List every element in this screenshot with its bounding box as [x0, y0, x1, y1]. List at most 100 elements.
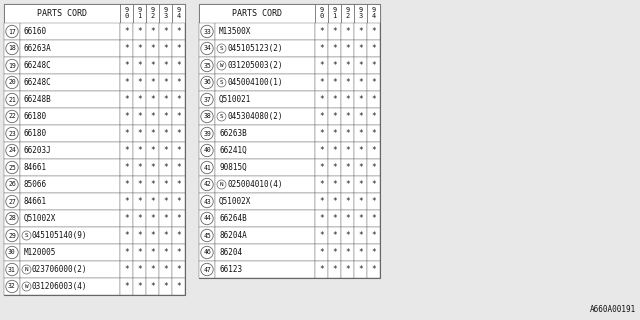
Bar — [146, 227, 159, 244]
Text: *: * — [150, 112, 155, 121]
Bar — [341, 91, 354, 108]
Text: 33: 33 — [203, 28, 211, 35]
Bar — [133, 142, 146, 159]
Bar — [133, 4, 146, 23]
Text: 42: 42 — [203, 181, 211, 188]
Text: *: * — [332, 180, 337, 189]
Text: *: * — [358, 61, 363, 70]
Text: 37: 37 — [203, 97, 211, 102]
Bar — [367, 176, 380, 193]
Text: *: * — [124, 248, 129, 257]
Bar — [4, 91, 20, 108]
Bar — [199, 193, 215, 210]
Text: *: * — [176, 197, 181, 206]
Text: PARTS CORD: PARTS CORD — [37, 9, 87, 18]
Text: *: * — [176, 282, 181, 291]
Text: *: * — [137, 197, 142, 206]
Text: 34: 34 — [203, 45, 211, 52]
Text: *: * — [371, 61, 376, 70]
Text: *: * — [332, 197, 337, 206]
Bar — [354, 4, 367, 23]
Text: *: * — [124, 44, 129, 53]
Text: *: * — [163, 265, 168, 274]
Text: *: * — [345, 129, 350, 138]
Text: *: * — [150, 27, 155, 36]
Bar — [215, 159, 315, 176]
Bar — [146, 23, 159, 40]
Text: *: * — [345, 95, 350, 104]
Bar — [146, 125, 159, 142]
Text: *: * — [150, 44, 155, 53]
Text: 9
4: 9 4 — [371, 7, 376, 20]
Text: 66263A: 66263A — [24, 44, 52, 53]
Bar — [146, 244, 159, 261]
Text: *: * — [345, 231, 350, 240]
Text: 66248C: 66248C — [24, 78, 52, 87]
Text: 025004010(4): 025004010(4) — [227, 180, 282, 189]
Bar — [4, 176, 20, 193]
Text: 86204A: 86204A — [219, 231, 247, 240]
Text: 9
4: 9 4 — [177, 7, 180, 20]
Bar — [4, 74, 20, 91]
Text: *: * — [358, 146, 363, 155]
Text: S: S — [25, 233, 28, 238]
Bar — [328, 176, 341, 193]
Text: *: * — [163, 44, 168, 53]
Bar — [315, 176, 328, 193]
Text: *: * — [150, 214, 155, 223]
Text: *: * — [124, 112, 129, 121]
Bar — [172, 57, 185, 74]
Bar — [120, 4, 133, 23]
Text: *: * — [319, 265, 324, 274]
Text: 46: 46 — [203, 250, 211, 255]
Bar — [199, 57, 215, 74]
Text: 90815Q: 90815Q — [219, 163, 247, 172]
Bar — [20, 40, 120, 57]
Bar — [328, 159, 341, 176]
Text: 40: 40 — [203, 148, 211, 154]
Text: 17: 17 — [8, 28, 16, 35]
Bar — [133, 261, 146, 278]
Text: *: * — [332, 265, 337, 274]
Bar — [328, 210, 341, 227]
Bar — [159, 40, 172, 57]
Text: 19: 19 — [8, 62, 16, 68]
Bar — [133, 40, 146, 57]
Bar — [133, 91, 146, 108]
Text: *: * — [124, 197, 129, 206]
Bar — [354, 91, 367, 108]
Text: *: * — [163, 61, 168, 70]
Text: *: * — [150, 95, 155, 104]
Text: 031205003(2): 031205003(2) — [227, 61, 282, 70]
Text: *: * — [124, 265, 129, 274]
Bar — [367, 40, 380, 57]
Bar — [159, 193, 172, 210]
Text: *: * — [371, 197, 376, 206]
Text: *: * — [345, 265, 350, 274]
Bar — [4, 23, 20, 40]
Text: *: * — [319, 248, 324, 257]
Bar — [341, 57, 354, 74]
Text: 66180: 66180 — [24, 129, 47, 138]
Bar — [354, 176, 367, 193]
Text: *: * — [137, 129, 142, 138]
Text: *: * — [150, 197, 155, 206]
Text: *: * — [176, 265, 181, 274]
Bar — [146, 91, 159, 108]
Bar — [215, 176, 315, 193]
Text: *: * — [371, 112, 376, 121]
Bar — [159, 108, 172, 125]
Text: *: * — [150, 248, 155, 257]
Text: *: * — [345, 163, 350, 172]
Text: *: * — [176, 27, 181, 36]
Text: *: * — [176, 180, 181, 189]
Bar — [315, 159, 328, 176]
Text: *: * — [345, 197, 350, 206]
Bar — [199, 4, 315, 23]
Bar — [120, 193, 133, 210]
Text: 32: 32 — [8, 284, 16, 290]
Bar — [328, 125, 341, 142]
Bar — [354, 142, 367, 159]
Bar — [354, 227, 367, 244]
Text: *: * — [150, 146, 155, 155]
